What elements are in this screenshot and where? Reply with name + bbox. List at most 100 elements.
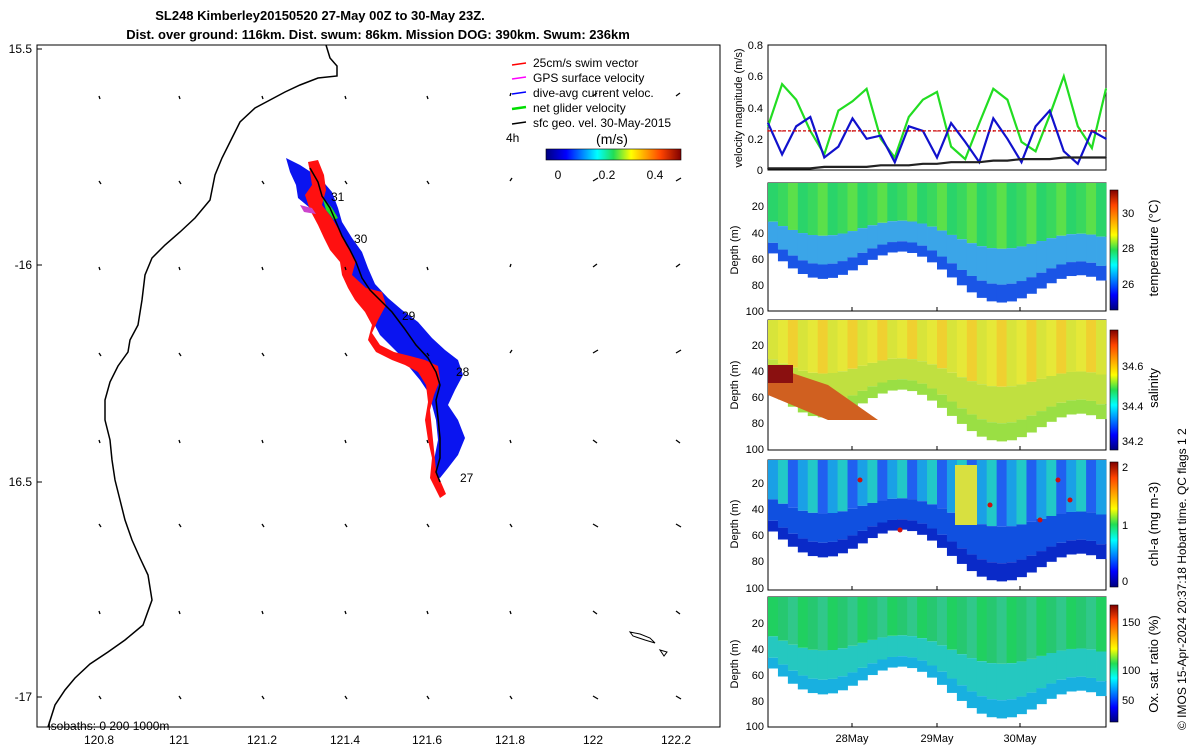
section-cell bbox=[867, 502, 878, 527]
section-cell bbox=[996, 460, 1007, 527]
section-cell bbox=[976, 597, 988, 662]
surface-velocity-arrow bbox=[509, 349, 513, 354]
legend-gps: GPS surface velocity bbox=[533, 71, 644, 85]
section-cell bbox=[817, 542, 829, 558]
section-cell bbox=[817, 183, 829, 236]
section-cell bbox=[1066, 371, 1077, 401]
velocity-point bbox=[992, 117, 995, 120]
section-cell bbox=[1086, 234, 1097, 263]
surface-velocity-arrow bbox=[426, 695, 430, 700]
section-cell bbox=[917, 245, 928, 257]
section-cell bbox=[946, 541, 958, 556]
section-cell bbox=[1056, 264, 1067, 279]
section-cell bbox=[1046, 406, 1057, 422]
section-cell bbox=[1076, 261, 1087, 276]
panel-labels: Depth (m) 20 40 60 80 100 30 28 26 tempe… bbox=[729, 200, 1161, 745]
velocity-point bbox=[893, 161, 896, 163]
depth-tick: 60 bbox=[752, 254, 764, 266]
velocity-point bbox=[1048, 109, 1051, 112]
section-cell bbox=[1046, 183, 1057, 239]
section-cell bbox=[768, 320, 779, 360]
section-cell bbox=[1026, 658, 1037, 693]
cbar-tick: 26 bbox=[1122, 279, 1134, 291]
section-cell bbox=[986, 386, 998, 423]
surface-velocity-arrow bbox=[261, 352, 265, 357]
velocity-point bbox=[879, 130, 882, 132]
section-cell bbox=[1046, 320, 1057, 377]
surface-velocity-arrow bbox=[675, 695, 682, 700]
section-cell bbox=[946, 597, 958, 650]
section-cell bbox=[1016, 384, 1027, 420]
section-cell bbox=[996, 700, 1007, 719]
section-cell bbox=[956, 377, 968, 409]
section-cell bbox=[897, 498, 908, 520]
section-cell bbox=[1066, 511, 1077, 541]
section-cell bbox=[847, 597, 858, 646]
section-cell bbox=[1086, 540, 1097, 556]
section-cell bbox=[877, 522, 888, 534]
section-cell bbox=[1056, 320, 1067, 374]
velocity-series bbox=[766, 72, 1108, 170]
section-cell bbox=[857, 460, 868, 506]
velocity-point bbox=[950, 122, 952, 124]
section-cell bbox=[1006, 699, 1017, 718]
section-cell bbox=[907, 460, 918, 500]
surface-velocity-arrow bbox=[675, 523, 682, 528]
section-cell bbox=[1066, 320, 1077, 372]
velocity-point bbox=[1034, 125, 1037, 128]
section-cell bbox=[907, 380, 918, 392]
vel-ytick: 0.6 bbox=[748, 71, 763, 83]
velocity-point bbox=[1091, 147, 1093, 149]
section-cell bbox=[976, 661, 988, 697]
section-cell bbox=[797, 647, 809, 676]
section-panels bbox=[767, 182, 1119, 728]
lat-tick: 15.5 bbox=[9, 42, 33, 56]
section-cell bbox=[937, 508, 948, 535]
section-cell bbox=[837, 511, 848, 540]
chl-dot bbox=[897, 527, 903, 533]
section-cell bbox=[877, 460, 888, 501]
section-cell bbox=[807, 541, 819, 557]
velocity-point bbox=[936, 91, 938, 93]
velocity-point bbox=[964, 158, 966, 160]
surface-velocity-arrow bbox=[98, 523, 102, 528]
section-cell bbox=[807, 649, 819, 679]
section-cell bbox=[1016, 246, 1027, 282]
velocity-point bbox=[837, 109, 840, 112]
section-cell bbox=[966, 243, 978, 276]
section-cell bbox=[1006, 248, 1017, 284]
section-cell bbox=[787, 597, 799, 645]
section-cell bbox=[927, 641, 938, 666]
section-cell bbox=[867, 225, 878, 249]
velocity-point bbox=[781, 167, 783, 170]
section-cell bbox=[1096, 544, 1107, 560]
section-cell bbox=[887, 242, 898, 253]
depth-tick: 40 bbox=[752, 504, 764, 516]
velocity-point bbox=[851, 117, 854, 120]
section-cell bbox=[976, 696, 988, 714]
section-cell bbox=[986, 460, 998, 527]
section-cell bbox=[887, 358, 898, 380]
lon-tick: 121.6 bbox=[412, 733, 442, 747]
depth-tick: 80 bbox=[752, 280, 764, 292]
velocity-point bbox=[1006, 130, 1009, 132]
section-cell bbox=[907, 183, 918, 222]
section-cell bbox=[887, 221, 898, 243]
depth-tick: 100 bbox=[746, 721, 764, 733]
cbar-tick: 34.2 bbox=[1122, 436, 1143, 448]
section-cell bbox=[857, 642, 868, 668]
section-cell bbox=[877, 183, 888, 223]
section-cell bbox=[1066, 648, 1077, 678]
section-cell bbox=[917, 638, 928, 661]
section-cell bbox=[857, 530, 868, 544]
section-cell bbox=[1016, 597, 1027, 662]
section-cell bbox=[797, 460, 809, 511]
section-cell bbox=[937, 394, 948, 408]
section-cell bbox=[976, 183, 988, 247]
section-colorbar bbox=[1109, 604, 1119, 723]
velocity-frame bbox=[767, 44, 1107, 171]
cbar-tick: 28 bbox=[1122, 243, 1134, 255]
section-cell bbox=[1036, 551, 1047, 568]
section-cell bbox=[887, 379, 898, 391]
section-cell bbox=[897, 460, 908, 499]
